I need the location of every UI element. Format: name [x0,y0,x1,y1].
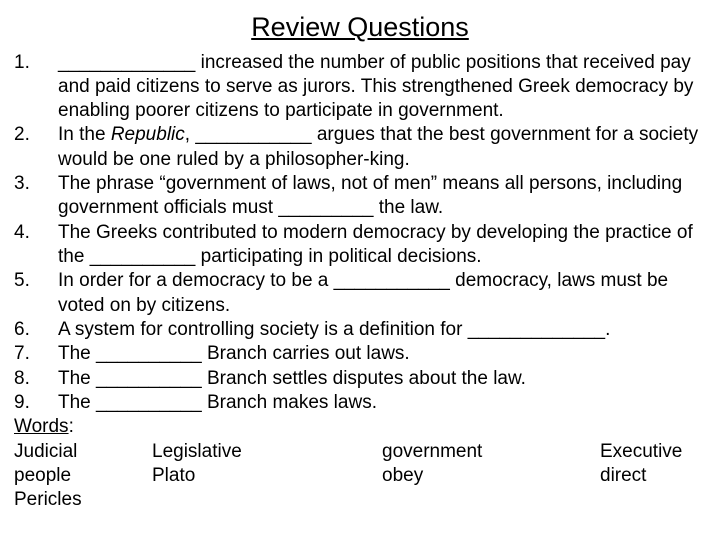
wordbank-word: obey [382,464,600,488]
wordbank-word: direct [600,464,706,488]
question-number: 3. [14,172,58,196]
question-number: 2. [14,123,58,147]
question-row: 2. In the Republic, ___________ argues t… [14,123,706,172]
wordbank-word: Plato [152,464,382,488]
question-text: The __________ Branch carries out laws. [58,342,706,366]
question-row: 5. In order for a democracy to be a ____… [14,269,706,318]
question-row: 9. The __________ Branch makes laws. [14,391,706,415]
words-label: Words [14,416,69,437]
question-row: 6. A system for controlling society is a… [14,318,706,342]
wordbank-row: Pericles [14,488,706,512]
question-text-pre: In the [58,124,111,145]
page-title: Review Questions [14,10,706,45]
question-text: In order for a democracy to be a _______… [58,269,706,318]
question-row: 3. The phrase “government of laws, not o… [14,172,706,221]
wordbank-word: people [14,464,152,488]
question-row: 8. The __________ Branch settles dispute… [14,367,706,391]
wordbank-word: Pericles [14,488,152,512]
question-text: The __________ Branch settles disputes a… [58,367,706,391]
question-number: 5. [14,269,58,293]
wordbank-word [152,488,382,512]
question-number: 1. [14,51,58,75]
question-number: 6. [14,318,58,342]
question-text: A system for controlling society is a de… [58,318,706,342]
wordbank-word [600,488,706,512]
question-row: 4. The Greeks contributed to modern demo… [14,221,706,270]
question-text-italic: Republic [111,124,185,145]
wordbank-header: Words: [14,415,706,439]
question-number: 4. [14,221,58,245]
wordbank-word: government [382,440,600,464]
question-number: 9. [14,391,58,415]
wordbank-row: Judicial Legislative government Executiv… [14,440,706,464]
wordbank-row: people Plato obey direct [14,464,706,488]
wordbank-word: Executive [600,440,706,464]
question-text: _____________ increased the number of pu… [58,51,706,124]
question-row: 1. _____________ increased the number of… [14,51,706,124]
question-text: In the Republic, ___________ argues that… [58,123,706,172]
question-row: 7. The __________ Branch carries out law… [14,342,706,366]
wordbank-word: Judicial [14,440,152,464]
wordbank-word: Legislative [152,440,382,464]
question-number: 8. [14,367,58,391]
wordbank-word [382,488,600,512]
question-number: 7. [14,342,58,366]
question-text: The Greeks contributed to modern democra… [58,221,706,270]
question-text: The phrase “government of laws, not of m… [58,172,706,221]
question-text: The __________ Branch makes laws. [58,391,706,415]
